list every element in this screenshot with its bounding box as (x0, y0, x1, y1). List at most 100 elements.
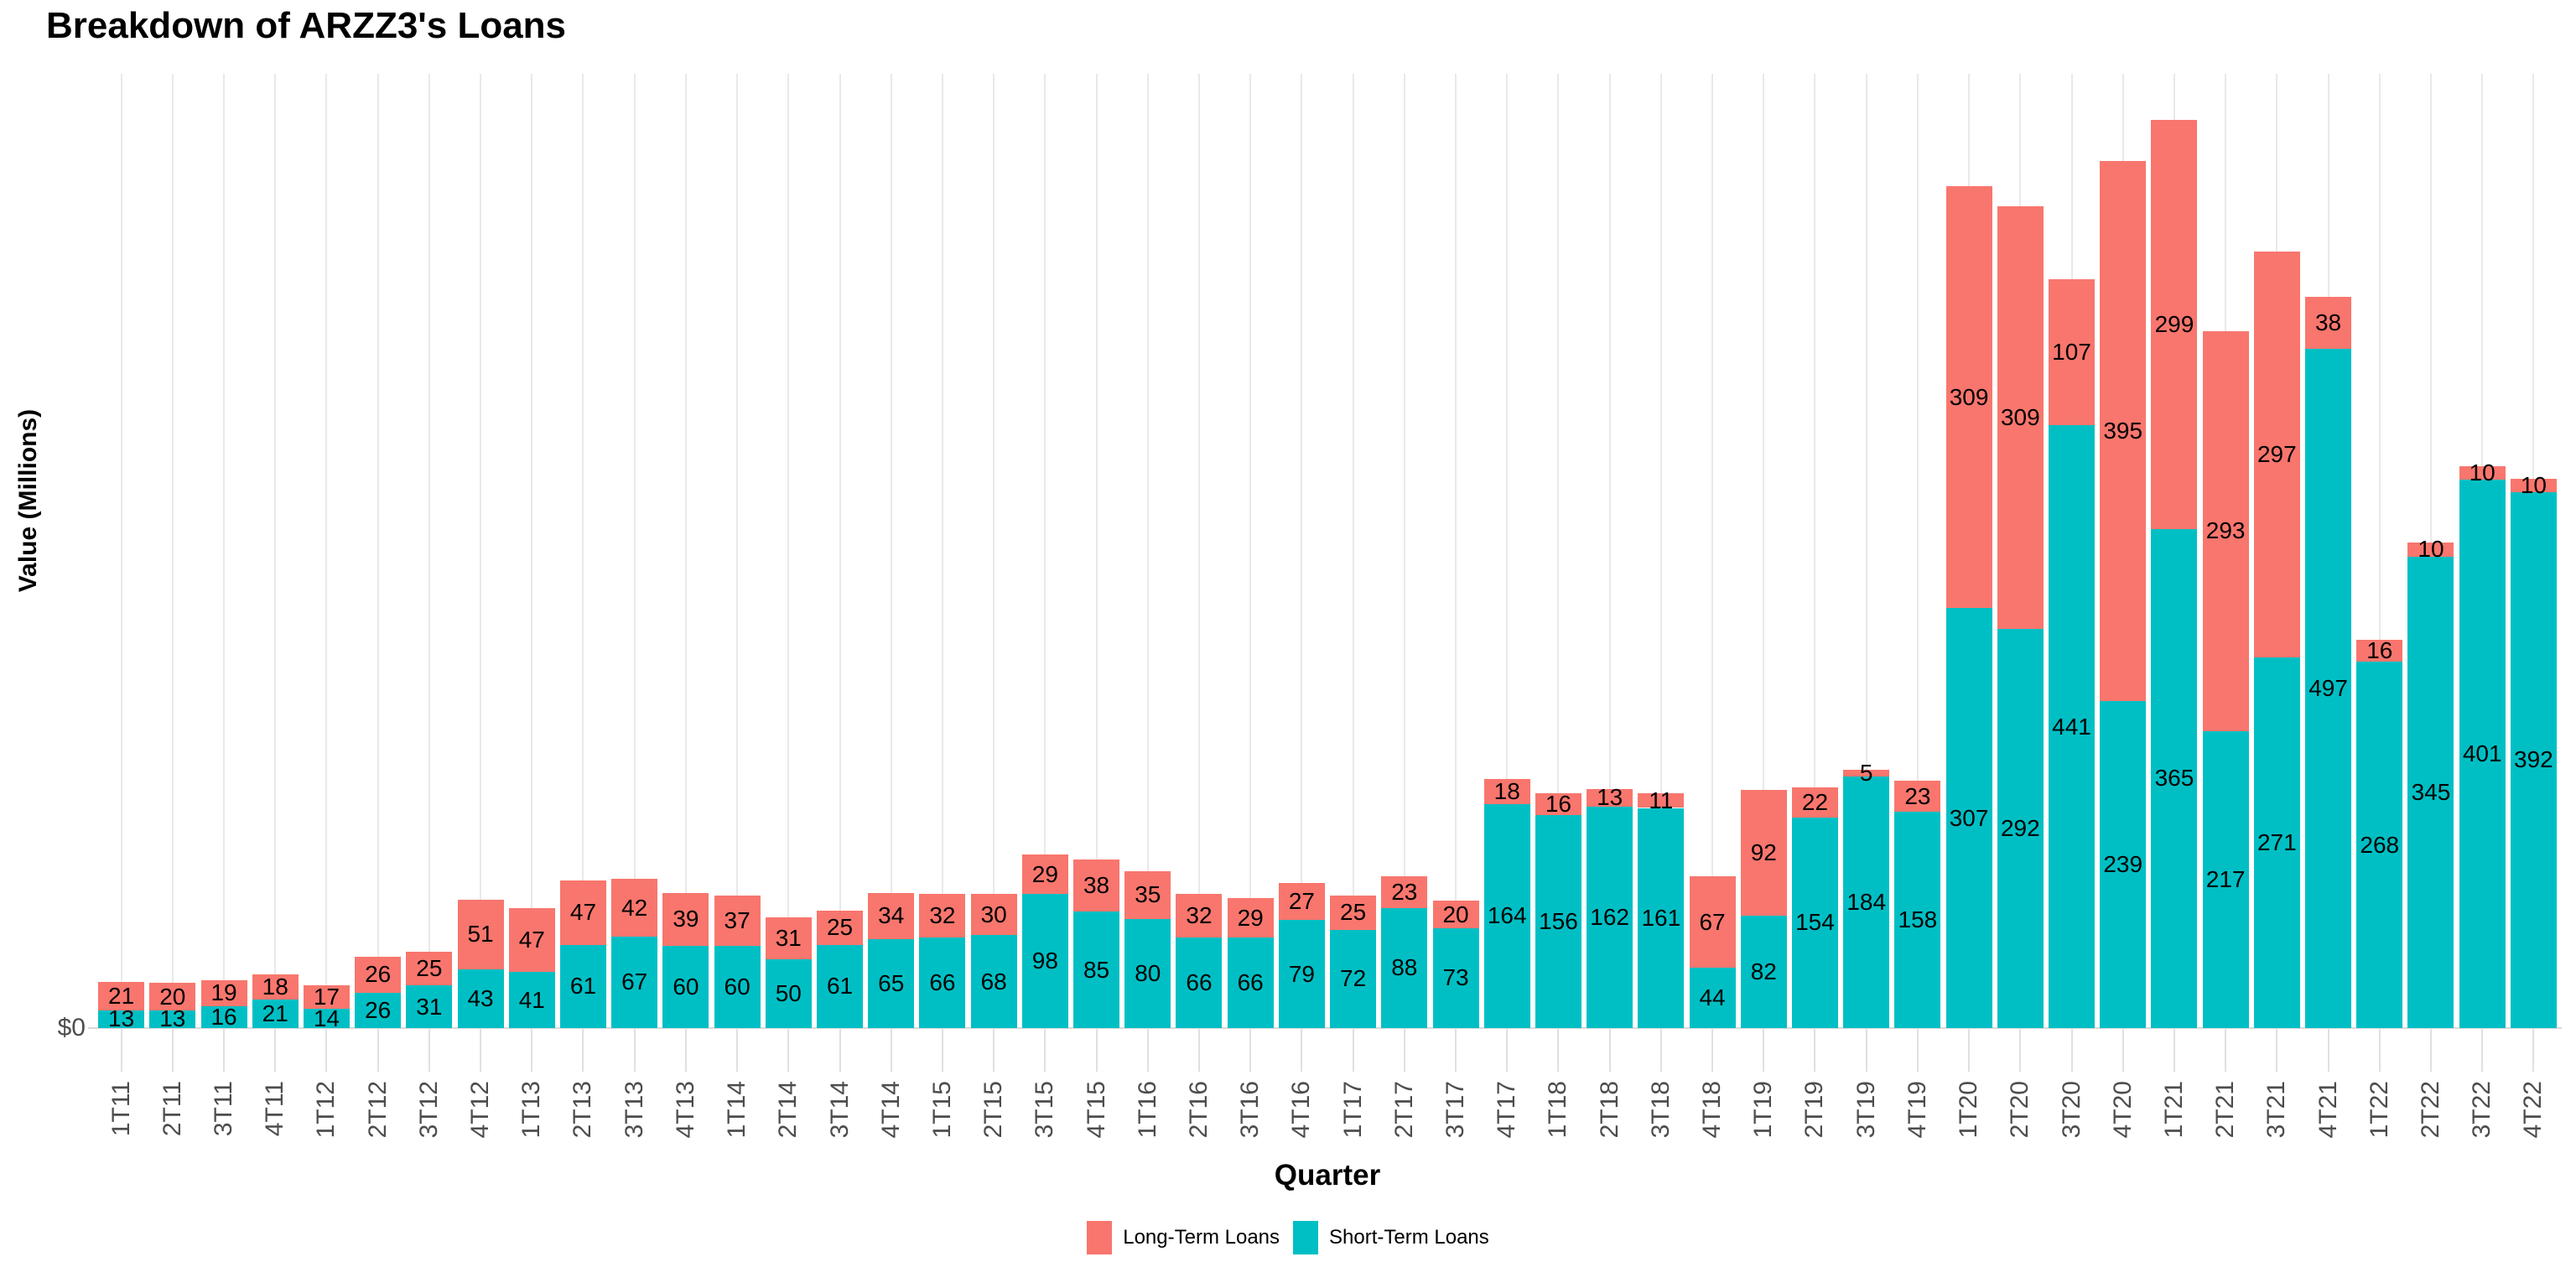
bar-short-term-loans (1432, 927, 1479, 1028)
bar-long-term-loans (2049, 278, 2096, 425)
bar-long-term-loans (919, 894, 966, 938)
bar-value-label-long-term: 297 (2257, 441, 2297, 468)
x-axis-tick (2327, 1028, 2329, 1072)
bar-long-term-loans (1587, 788, 1633, 807)
x-tick-label: 4T12 (466, 1081, 495, 1139)
bar-long-term-loans (1330, 895, 1377, 930)
x-axis-tick (1249, 1028, 1252, 1072)
x-axis-tick (1506, 1028, 1509, 1072)
x-axis-tick (274, 1028, 277, 1072)
bar-short-term-loans (1073, 911, 1120, 1028)
gridline (325, 74, 328, 1028)
bar-long-term-loans (2407, 543, 2454, 557)
x-tick-label: 3T22 (2468, 1081, 2496, 1139)
x-axis-tick (2019, 1028, 2022, 1072)
chart-title: Breakdown of ARZZ3's Loans (46, 5, 567, 46)
bar-value-label-short-term: 345 (2411, 778, 2451, 805)
bar-short-term-loans (2407, 556, 2454, 1028)
x-axis-tick (1197, 1028, 1200, 1072)
bar-short-term-loans (2049, 425, 2096, 1028)
bar-value-label-short-term: 16 (210, 1003, 237, 1030)
bar-long-term-loans (2151, 120, 2198, 529)
x-tick-label: 3T21 (2262, 1081, 2291, 1139)
bar-value-label-short-term: 13 (108, 1005, 135, 1032)
gridline (223, 74, 226, 1028)
bar-value-label-short-term: 65 (878, 970, 905, 996)
bar-value-label-short-term: 392 (2514, 746, 2553, 773)
x-axis-tick (120, 1028, 122, 1072)
chart-legend: Long-Term Loans Short-Term Loans (0, 1221, 2576, 1254)
bar-value-label-short-term: 72 (1340, 965, 1367, 992)
bar-long-term-loans (2253, 251, 2300, 658)
bar-long-term-loans (1894, 780, 1941, 813)
bar-value-label-long-term: 10 (2520, 471, 2547, 498)
bar-value-label-long-term: 10 (2418, 536, 2444, 563)
bar-value-label-long-term: 11 (1649, 787, 1674, 813)
bar-value-label-long-term: 107 (2052, 338, 2091, 365)
bar-value-label-short-term: 401 (2462, 740, 2502, 767)
x-tick-label: 1T21 (2159, 1081, 2188, 1139)
x-axis-tick (993, 1028, 995, 1072)
bar-long-term-loans (149, 983, 196, 1010)
bar-value-label-long-term: 29 (1031, 860, 1058, 887)
x-tick-label: 1T13 (517, 1081, 546, 1139)
bar-value-label-short-term: 365 (2154, 765, 2194, 792)
bar-short-term-loans (1638, 808, 1685, 1028)
bar-value-label-long-term: 92 (1750, 839, 1777, 866)
bar-short-term-loans (1894, 812, 1941, 1028)
bar-value-label-long-term: 18 (262, 974, 288, 1000)
bar-value-label-short-term: 497 (2309, 674, 2348, 701)
x-tick-label: 3T12 (414, 1081, 443, 1139)
bar-value-label-long-term: 51 (467, 921, 494, 948)
bar-value-label-long-term: 29 (1237, 904, 1264, 931)
x-axis-baseline (88, 1027, 2562, 1029)
bar-long-term-loans (1638, 792, 1685, 808)
bar-short-term-loans (355, 992, 402, 1028)
legend-item-long-term: Long-Term Loans (1087, 1221, 1280, 1254)
x-tick-label: 2T15 (979, 1081, 1008, 1139)
x-tick-label: 3T20 (2057, 1081, 2085, 1139)
bar-value-label-long-term: 23 (1391, 878, 1418, 905)
bar-value-label-short-term: 82 (1750, 958, 1777, 985)
x-tick-label: 4T19 (1903, 1081, 1931, 1139)
bar-value-label-short-term: 154 (1795, 909, 1835, 936)
bar-long-term-loans (2100, 161, 2147, 702)
bar-value-label-short-term: 164 (1487, 902, 1527, 929)
bar-value-label-long-term: 38 (2314, 309, 2342, 335)
gridline (684, 74, 687, 1028)
x-tick-label: 1T15 (927, 1081, 956, 1139)
bar-short-term-loans (149, 1010, 196, 1028)
x-tick-label: 4T11 (261, 1081, 289, 1137)
bar-long-term-loans (970, 894, 1017, 936)
bar-value-label-long-term: 31 (775, 925, 802, 952)
bar-value-label-short-term: 85 (1083, 956, 1110, 983)
bar-long-term-loans (2459, 465, 2506, 480)
legend-label-short-term: Short-Term Loans (1329, 1226, 1489, 1249)
bar-value-label-long-term: 27 (1288, 888, 1315, 915)
bar-value-label-long-term: 39 (673, 906, 699, 932)
x-axis-tick (171, 1028, 174, 1072)
x-tick-label: 3T14 (825, 1081, 854, 1139)
bar-value-label-short-term: 61 (569, 973, 597, 1000)
bar-short-term-loans (1176, 937, 1223, 1028)
bar-value-label-long-term: 10 (2469, 460, 2496, 486)
bar-value-label-short-term: 66 (1237, 969, 1264, 996)
bar-short-term-loans (1843, 776, 1890, 1028)
x-axis-tick (1814, 1028, 1816, 1072)
bar-value-label-long-term: 18 (1493, 777, 1520, 804)
x-axis-tick (428, 1028, 430, 1072)
legend-label-long-term: Long-Term Loans (1123, 1226, 1280, 1249)
bar-value-label-long-term: 67 (1699, 908, 1726, 935)
bar-value-label-long-term: 34 (878, 902, 905, 929)
gridline (377, 74, 379, 1028)
bar-value-label-long-term: 309 (1949, 383, 1989, 410)
bar-value-label-short-term: 158 (1898, 906, 1938, 933)
bar-short-term-loans (1997, 628, 2044, 1028)
gridline (1197, 74, 1200, 1028)
bar-value-label-long-term: 25 (1340, 899, 1367, 926)
bar-long-term-loans (1945, 185, 1992, 609)
x-axis-tick (633, 1028, 636, 1072)
x-tick-label: 3T15 (1031, 1081, 1059, 1139)
bar-value-label-long-term: 16 (2366, 637, 2393, 664)
bar-value-label-long-term: 19 (210, 979, 237, 1006)
